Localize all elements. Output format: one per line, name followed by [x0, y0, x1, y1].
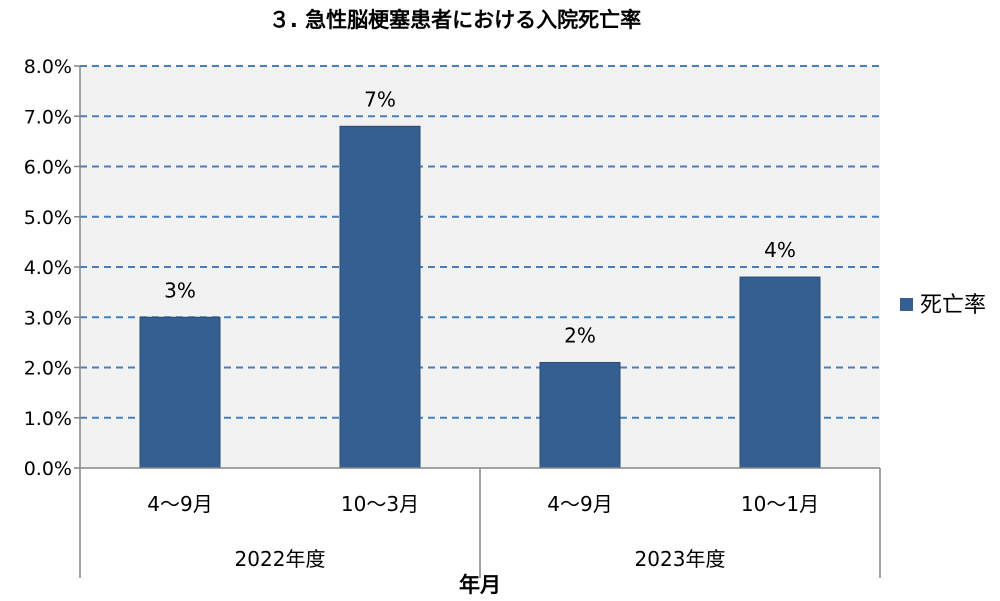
y-tick-label: 6.0% [24, 157, 72, 179]
y-tick-label: 7.0% [24, 106, 72, 128]
data-label: 7% [364, 87, 396, 111]
y-tick-label: 0.0% [24, 458, 72, 480]
bar [539, 361, 621, 469]
y-tick-label: 2.0% [24, 358, 72, 380]
category-label: 4～9月 [147, 492, 212, 516]
category-labels: 4～9月 10～3月 4～9月 10～1月 2022年度 2023年度 [147, 492, 819, 571]
group-label: 2023年度 [635, 547, 726, 571]
legend: 死亡率 [900, 293, 986, 318]
legend-swatch [900, 298, 913, 311]
bars [139, 125, 821, 469]
bar [739, 276, 821, 469]
data-label: 3% [164, 278, 196, 302]
data-labels: 3% 7% 2% 4% [164, 87, 796, 347]
category-label: 4～9月 [547, 492, 612, 516]
axes [74, 65, 881, 578]
legend-label: 死亡率 [920, 293, 986, 318]
category-label: 10～1月 [741, 492, 819, 516]
y-tick-label: 1.0% [24, 408, 72, 430]
bar [139, 316, 221, 469]
y-tick-label: 5.0% [24, 207, 72, 229]
data-label: 2% [564, 323, 596, 347]
y-tick-label: 3.0% [24, 307, 72, 329]
data-label: 4% [764, 238, 796, 262]
chart-title: ３. 急性脳梗塞患者における入院死亡率 [269, 8, 641, 32]
y-tick-label: 8.0% [24, 56, 72, 78]
y-tick-label: 4.0% [24, 257, 72, 279]
y-tick-labels: 0.0% 1.0% 2.0% 3.0% 4.0% 5.0% 6.0% 7.0% 8.0% [24, 56, 72, 480]
category-label: 10～3月 [341, 492, 419, 516]
x-axis-label: 年月 [459, 573, 501, 597]
bar [339, 125, 421, 469]
group-label: 2022年度 [235, 547, 326, 571]
